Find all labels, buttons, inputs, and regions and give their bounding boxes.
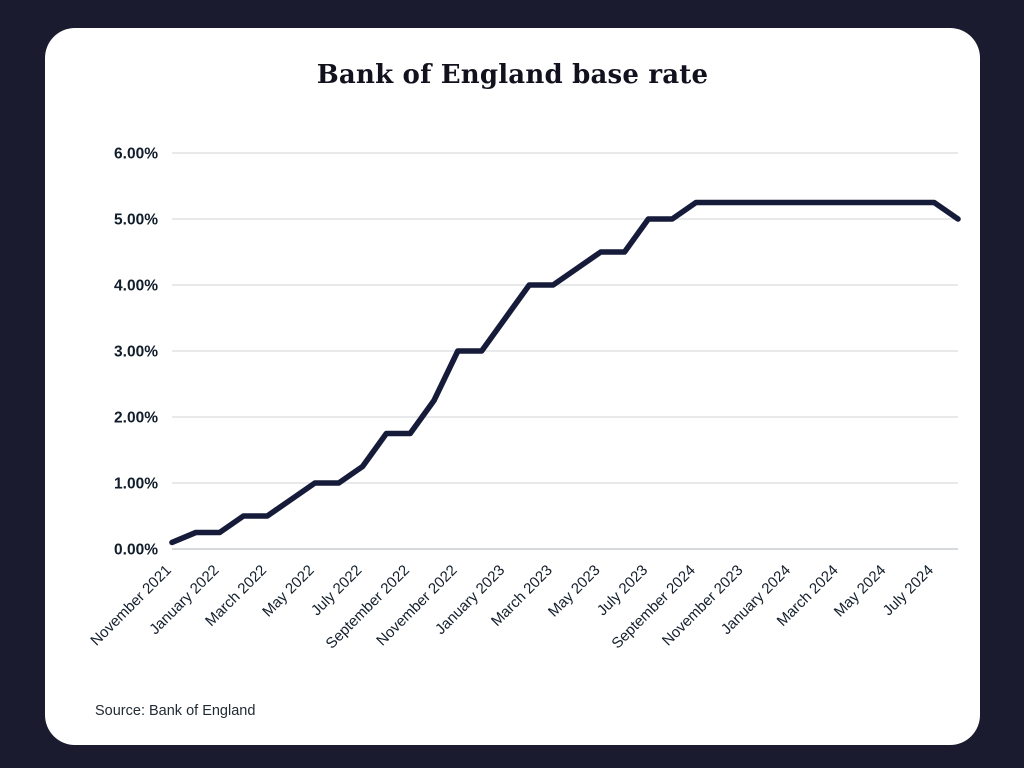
ytick-label: 6.00% [114, 146, 158, 163]
xtick-label: November 2022 [373, 562, 460, 649]
ytick-label: 0.00% [114, 542, 158, 559]
ytick-label: 2.00% [114, 410, 158, 427]
line-chart: 0.00% 1.00% 2.00% 3.00% 4.00% 5.00% 6.00% Novem… [87, 146, 961, 652]
xtick-label: November 2023 [659, 562, 746, 649]
xtick-label: November 2021 [87, 562, 174, 649]
xtick-label: September 2024 [608, 562, 698, 652]
ytick-label: 3.00% [114, 344, 158, 361]
ytick-label: 5.00% [114, 212, 158, 229]
xtick-label: May 2023 [545, 562, 604, 621]
chart-title: Bank of England base rate [316, 60, 709, 90]
xtick-label: July 2024 [880, 562, 937, 619]
xtick-label: September 2022 [323, 562, 413, 652]
ytick-label: 4.00% [114, 278, 158, 295]
xtick-label: May 2024 [831, 562, 890, 621]
base-rate-line [169, 199, 961, 546]
ytick-label: 1.00% [114, 476, 158, 493]
chart-plot-area: 0.00% 1.00% 2.00% 3.00% 4.00% 5.00% 6.00% Novem… [45, 28, 980, 745]
xtick-label: May 2022 [259, 562, 318, 621]
chart-card: Bank of England base rate 0.00% 1.00% 2.00… [45, 28, 980, 745]
source-note: Source: Bank of England [95, 703, 256, 719]
